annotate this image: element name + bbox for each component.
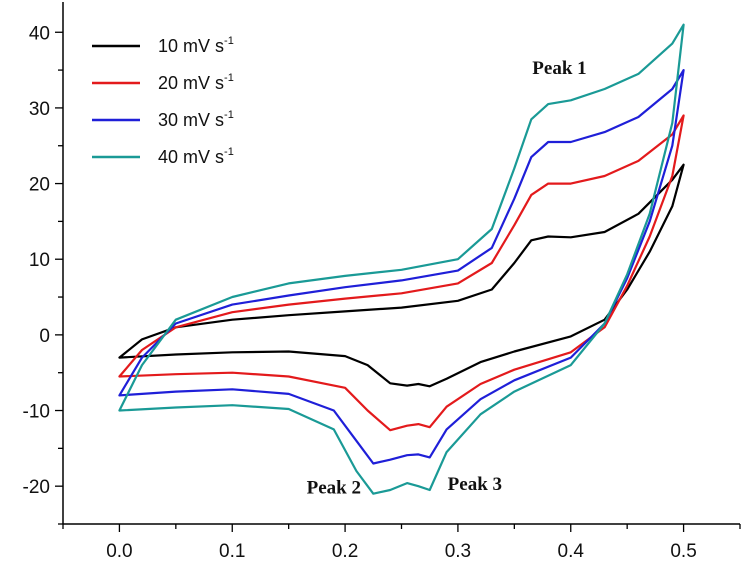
tick-labels: 0.0 0.1 0.2 0.3 0.4 0.5 40 30 20 10 0 -10 -20 bbox=[23, 23, 697, 562]
plot-area bbox=[118, 23, 685, 495]
series-line-2 bbox=[118, 114, 685, 432]
legend-label-3: 30 mV s-1 bbox=[158, 109, 234, 130]
x-tick-label: 0.4 bbox=[558, 541, 585, 562]
y-tick-label: 40 bbox=[29, 23, 50, 44]
peak-label-3: Peak 3 bbox=[448, 474, 502, 495]
y-tick-label: 30 bbox=[29, 99, 50, 120]
y-tick-label: 0 bbox=[39, 326, 50, 347]
x-tick-label: 0.5 bbox=[670, 541, 696, 562]
legend-label-superscript: -1 bbox=[224, 72, 234, 84]
peak-label-1: Peak 1 bbox=[532, 58, 586, 79]
x-tick-label: 0.1 bbox=[219, 541, 245, 562]
y-tick-label: 10 bbox=[29, 250, 50, 271]
y-tick-label: -20 bbox=[23, 477, 50, 498]
series-line-4 bbox=[118, 23, 685, 495]
y-tick-label: -10 bbox=[23, 402, 50, 423]
legend-label-superscript: -1 bbox=[224, 35, 234, 47]
legend-label-superscript: -1 bbox=[224, 146, 234, 158]
legend-label-4: 40 mV s-1 bbox=[158, 146, 234, 167]
series-line-1 bbox=[118, 163, 685, 388]
x-tick-label: 0.0 bbox=[106, 541, 132, 562]
series-line-3 bbox=[118, 69, 685, 465]
tick-marks bbox=[55, 31, 741, 532]
legend: 10 mV s-1 20 mV s-1 30 mV s-1 40 mV s-1 bbox=[92, 35, 234, 167]
peak-annotations: Peak 1 Peak 2 Peak 3 bbox=[307, 58, 587, 499]
x-tick-label: 0.3 bbox=[445, 541, 471, 562]
legend-label-2: 20 mV s-1 bbox=[158, 72, 234, 93]
x-tick-label: 0.2 bbox=[332, 541, 358, 562]
legend-label-superscript: -1 bbox=[224, 109, 234, 121]
y-tick-label: 20 bbox=[29, 175, 50, 196]
legend-label-1: 10 mV s-1 bbox=[158, 35, 234, 56]
peak-label-2: Peak 2 bbox=[307, 478, 361, 499]
